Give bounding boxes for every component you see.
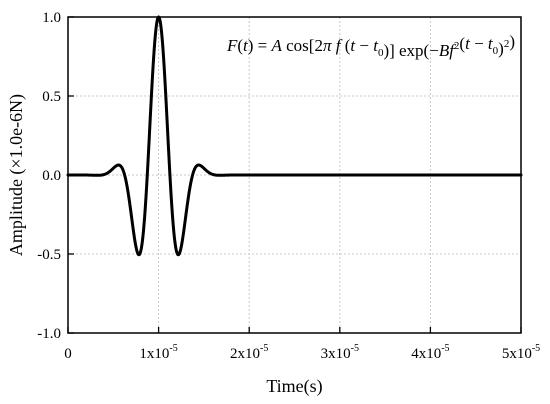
y-axis-title: Amplitude (×1.0e-6N)	[6, 94, 27, 256]
x-tick-label: 1x10-5	[139, 343, 177, 362]
y-tick-label: 0.5	[42, 89, 61, 105]
x-tick-label: 2x10-5	[230, 343, 268, 362]
y-tick-label: 1.0	[42, 10, 61, 26]
x-tick-label: 4x10-5	[411, 343, 449, 362]
x-tick-label: 0	[64, 346, 72, 362]
y-tick-label: 0.0	[42, 168, 61, 184]
formula-annotation: F(t) = A cos[2π f (t − t0)] exp(−Bf2(t −…	[226, 32, 515, 60]
series-line	[66, 15, 523, 257]
x-axis-title: Time(s)	[266, 376, 322, 397]
x-tick-labels: 0 1x10-5 2x10-5 3x10-5 4x10-5 5x10-5	[64, 343, 540, 362]
x-tick-label: 3x10-5	[321, 343, 359, 362]
y-tick-labels: -1.0 -0.5 0.0 0.5 1.0	[37, 10, 61, 342]
y-tick-label: -0.5	[37, 247, 61, 263]
x-tick-label: 5x10-5	[502, 343, 540, 362]
y-tick-label: -1.0	[37, 326, 61, 342]
